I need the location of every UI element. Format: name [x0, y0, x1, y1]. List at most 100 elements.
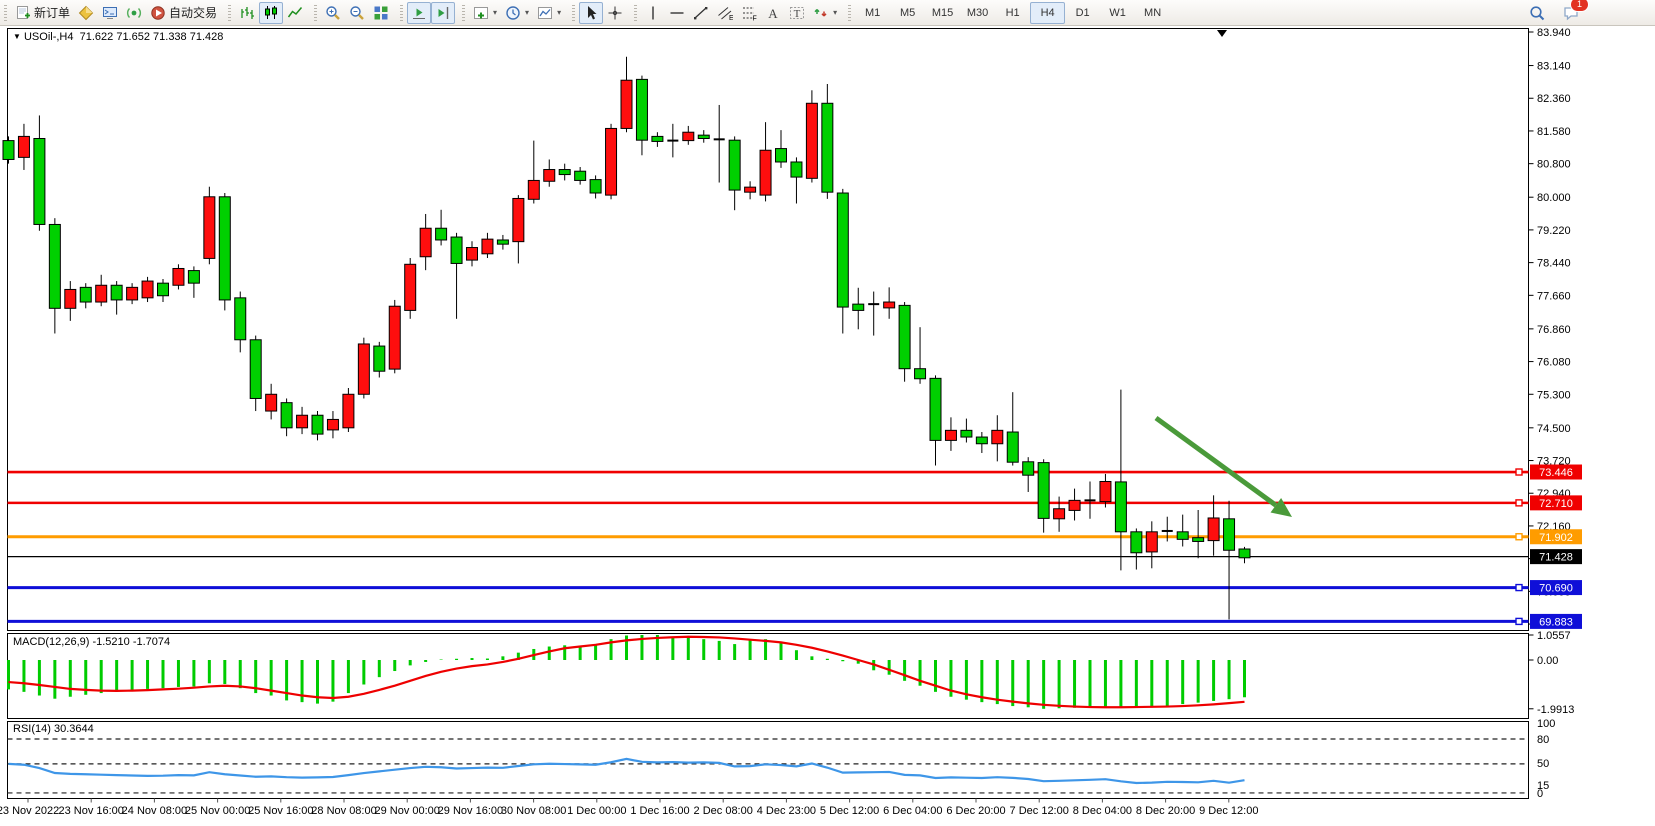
time-axis-label: 2 Dec 08:00 [694, 805, 753, 817]
timeframe-h1-button[interactable]: H1 [1005, 6, 1020, 19]
price-axis-tick-label: 83.940 [1537, 27, 1571, 39]
timeframe-m5-button[interactable]: M5 [899, 6, 916, 19]
cursor-button[interactable] [579, 1, 604, 24]
price-badge-label: 70.690 [1539, 583, 1573, 595]
timeframe-m30-button[interactable]: M30 [966, 6, 989, 19]
auto-trading-button[interactable]: 自动交易 [146, 2, 221, 24]
zoom-out-button[interactable] [345, 2, 369, 24]
price-badge [1530, 613, 1582, 629]
zoom-in-button[interactable] [321, 2, 345, 24]
text-button[interactable]: A [761, 2, 785, 24]
price-axis-tick-label: 74.500 [1537, 423, 1571, 435]
search-button[interactable] [1525, 2, 1549, 24]
chevron-down-icon[interactable]: ▾ [557, 8, 562, 17]
candle-body [64, 288, 77, 309]
chevron-down-icon[interactable]: ▾ [833, 8, 838, 17]
indicators-button[interactable]: ▾ [469, 2, 501, 24]
timeframe-mn-button[interactable]: MN [1144, 6, 1162, 19]
svg-text:F: F [753, 15, 757, 21]
toolbar-group: 新订单 自动交易 [0, 1, 224, 25]
candlestick-chart-button[interactable] [259, 1, 284, 24]
candle-body [157, 282, 169, 297]
line-drag-handle[interactable] [1515, 468, 1523, 476]
tile-windows-button[interactable] [369, 2, 393, 24]
trend-arrow-head[interactable] [1270, 497, 1292, 517]
line-drag-handle[interactable] [1515, 583, 1523, 592]
timeframe-h4-button[interactable]: H4 [1030, 1, 1066, 24]
line-drag-handle[interactable] [1515, 499, 1523, 507]
time-scale-drag-area[interactable] [8, 799, 1529, 823]
candle-body [342, 393, 355, 429]
timeframe-d1-button[interactable]: D1 [1075, 6, 1090, 19]
bar-chart-icon [239, 5, 255, 21]
templates-button[interactable]: ▾ [533, 2, 565, 24]
label-button[interactable]: T [785, 2, 809, 24]
vertical-line-button[interactable] [641, 2, 665, 24]
auto-scroll-icon [411, 5, 427, 21]
candle-body [558, 169, 571, 176]
candle-body [1192, 537, 1205, 542]
bar-chart-button[interactable] [235, 2, 259, 24]
chart-shift-icon [435, 5, 451, 21]
chevron-down-icon[interactable]: ▾ [493, 8, 498, 17]
candle-body [1238, 548, 1251, 559]
candle-body [481, 238, 494, 255]
candle-body [1006, 431, 1019, 463]
line-drag-handle[interactable] [1515, 533, 1523, 541]
price-axis-tick-label: 80.000 [1537, 192, 1571, 204]
candle-body [836, 192, 849, 308]
signals-button[interactable] [122, 2, 146, 24]
timeframe-m15-button[interactable]: M15 [931, 6, 954, 19]
candle-body [1022, 461, 1035, 476]
candle-body [883, 301, 896, 309]
fibonacci-button[interactable]: F [737, 2, 761, 24]
gold-icon [78, 5, 94, 21]
candle-body [326, 418, 339, 431]
auto-scroll-button[interactable] [407, 1, 432, 24]
candle-body [1130, 531, 1143, 554]
periods-button[interactable]: ▾ [501, 2, 533, 24]
candle-body [1223, 518, 1236, 551]
time-axis-label: 8 Dec 20:00 [1136, 805, 1195, 817]
crosshair-button[interactable] [603, 2, 627, 24]
fibonacci-icon: F [741, 5, 757, 21]
arrows-button[interactable]: ▾ [809, 2, 841, 24]
candle-body [929, 377, 942, 441]
trend-arrow-line[interactable] [1154, 415, 1278, 508]
macd-axis-label: -1.9913 [1537, 704, 1574, 716]
svg-text:A: A [768, 6, 778, 21]
candle-body [960, 429, 973, 438]
candle-body [265, 393, 278, 412]
new-order-button[interactable]: 新订单 [11, 2, 74, 24]
time-axis-label: 1 Dec 00:00 [567, 805, 626, 817]
charts-button[interactable] [74, 2, 98, 24]
horizontal-line-button[interactable] [665, 2, 689, 24]
rsi-axis-label: 100 [1537, 718, 1555, 730]
terminal-button[interactable] [98, 2, 122, 24]
timeframe-w1-button[interactable]: W1 [1109, 6, 1126, 19]
chevron-down-icon[interactable]: ▾ [525, 8, 530, 17]
channel-button[interactable]: E [713, 2, 737, 24]
price-scale-drag-area[interactable] [1529, 29, 1655, 799]
chart-shift-button[interactable] [431, 1, 456, 24]
candle-body [48, 223, 61, 309]
time-axis-label: 8 Dec 04:00 [1073, 805, 1132, 817]
price-axis-tick-label: 76.860 [1537, 324, 1571, 336]
trendline-button[interactable] [689, 2, 713, 24]
macd-signal-line [8, 635, 1245, 709]
candle-body [234, 297, 247, 341]
template-icon [537, 5, 553, 21]
toolbar-group [396, 1, 458, 25]
price-axis-tick-label: 76.080 [1537, 357, 1571, 369]
zoom-in-icon [325, 5, 341, 21]
notifications-button[interactable]: 1 [1559, 0, 1589, 24]
time-axis-label: 23 Nov 2022 [0, 805, 59, 817]
price-badge [1530, 529, 1582, 545]
time-axis-label: 25 Nov 16:00 [248, 805, 313, 817]
macd-pane [7, 633, 1529, 719]
timeframe-m1-button[interactable]: M1 [864, 6, 881, 19]
line-chart-button[interactable] [283, 2, 307, 24]
candle-body [775, 148, 787, 163]
line-drag-handle[interactable] [1515, 617, 1523, 626]
toolbar-group [310, 1, 396, 25]
